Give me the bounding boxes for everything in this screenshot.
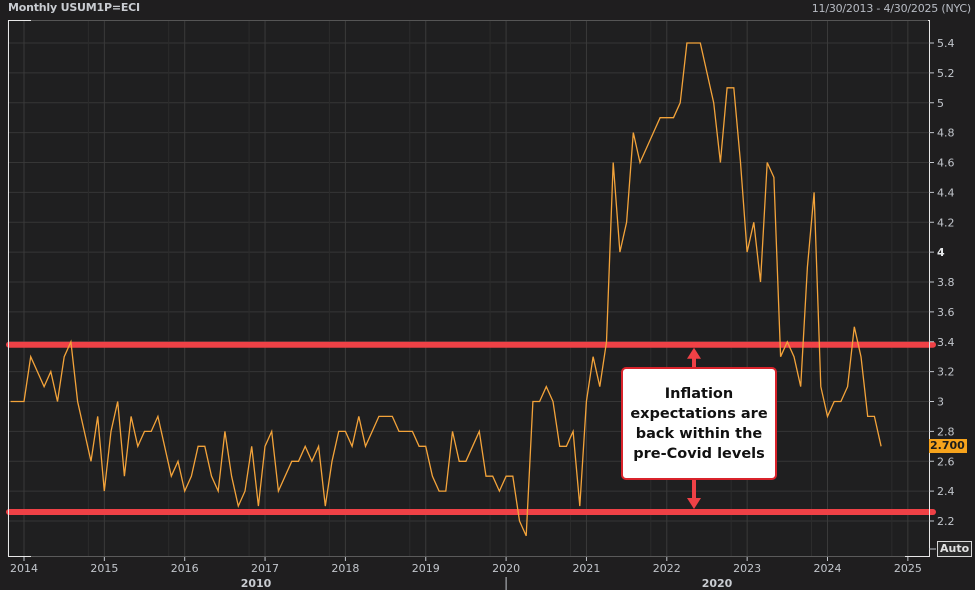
x-tick-label: 2017 [251, 562, 279, 575]
y-tick-label: 3 [937, 396, 944, 409]
y-tick-label: 5.2 [937, 67, 955, 80]
arrow-down-icon [687, 498, 701, 510]
x-tick-label: 2021 [572, 562, 600, 575]
x-tick-label: 2020 [492, 562, 520, 575]
chart-title: Monthly USUM1P=ECI [8, 1, 140, 14]
y-tick-label: 4.6 [937, 157, 955, 170]
annotation-arrows [687, 347, 701, 510]
y-tick-label: 2.2 [937, 515, 955, 528]
auto-scale-button[interactable]: Auto [937, 541, 973, 557]
axes [8, 20, 930, 557]
x-tick-label: 2015 [90, 562, 118, 575]
y-tick-label: 3.6 [937, 306, 955, 319]
x-major-label: 2010 [241, 577, 272, 590]
y-tick-label: 3.4 [937, 336, 955, 349]
x-tick-label: 2014 [10, 562, 38, 575]
y-tick-label: 2.8 [937, 425, 955, 438]
x-tick-label: 2025 [894, 562, 922, 575]
x-major-label: 2020 [702, 577, 733, 590]
x-axis: 2014 2015 2016 2017 2018 2019 2020 2021 2022 2023… [10, 557, 922, 590]
x-tick-label: 2019 [412, 562, 440, 575]
y-tick-label: 4.4 [937, 186, 955, 199]
y-tick-label: 3.8 [937, 276, 955, 289]
x-tick-label: 2018 [331, 562, 359, 575]
x-tick-label: 2016 [171, 562, 199, 575]
x-tick-label: 2023 [733, 562, 761, 575]
last-value-tag: 2.700 [929, 439, 967, 453]
x-tick-label: 2024 [814, 562, 842, 575]
x-tick-label: 2022 [653, 562, 681, 575]
y-tick-label: 2.4 [937, 485, 955, 498]
y-tick-label: 5 [937, 97, 944, 110]
y-axis: 2.2 2.4 2.6 2.8 3 3.2 3.4 3.6 3.8 4 4.2 4.4 4.6 4.8 5 5… [929, 37, 955, 550]
reference-bands [6, 341, 936, 516]
y-tick-label: 2.6 [937, 455, 955, 468]
date-range[interactable]: 11/30/2013 - 4/30/2025 (NYC) [811, 2, 971, 15]
y-tick-label: 4.8 [937, 127, 955, 140]
y-tick-label: 4 [937, 246, 945, 259]
y-tick-label: 5.4 [937, 37, 955, 50]
gridlines [7, 20, 929, 556]
annotation-box: Inflation expectations are back within t… [621, 367, 777, 480]
plot-area [8, 20, 929, 556]
arrow-up-icon [687, 347, 701, 359]
series-line [10, 42, 882, 537]
y-tick-label: 4.2 [937, 216, 955, 229]
y-tick-label: 3.2 [937, 366, 955, 379]
